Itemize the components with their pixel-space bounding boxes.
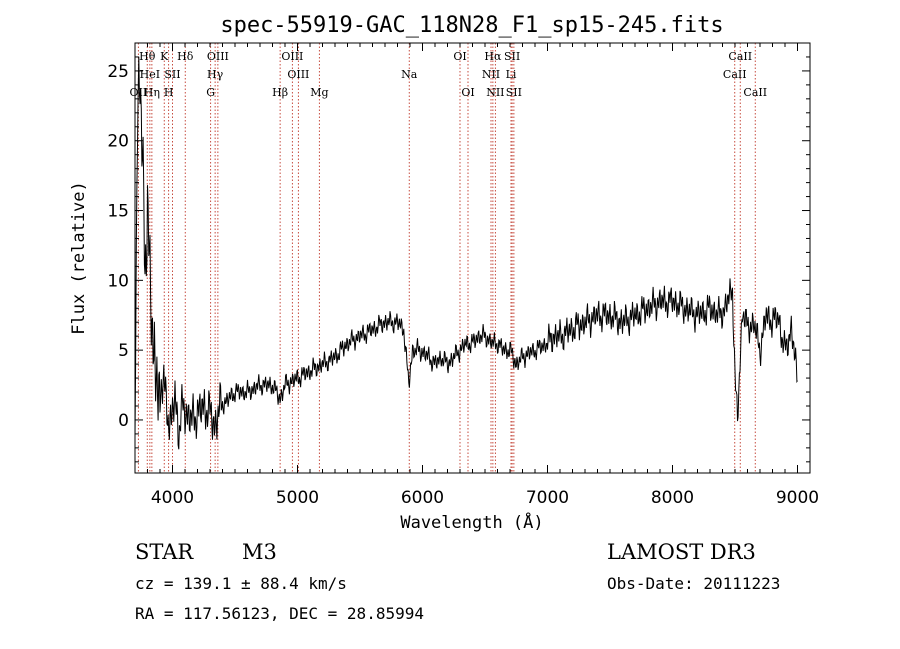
- line-label: Mg: [310, 86, 328, 99]
- radec-label: RA = 117.56123, DEC = 28.85994: [135, 604, 424, 623]
- line-label: NII: [486, 86, 504, 99]
- y-tick-label: 10: [107, 271, 129, 291]
- line-label: Na: [401, 68, 418, 81]
- survey-label: LAMOST DR3: [607, 540, 756, 564]
- x-tick-label: 8000: [651, 488, 694, 508]
- line-label: Hβ: [272, 86, 288, 99]
- line-label: Li: [506, 68, 517, 81]
- x-tick-label: 9000: [776, 488, 819, 508]
- line-label: H: [164, 86, 174, 99]
- y-tick-label: 5: [118, 341, 129, 361]
- line-label: G: [206, 86, 215, 99]
- y-tick-label: 20: [107, 132, 129, 152]
- class-label: STAR: [135, 540, 194, 564]
- plot-frame: [134, 42, 811, 474]
- y-tick-label: 0: [118, 411, 129, 431]
- line-label: OI: [453, 50, 466, 63]
- subclass-label: M3: [242, 540, 277, 564]
- x-tick-label: 5000: [276, 488, 319, 508]
- spectrum-line: [134, 56, 798, 450]
- line-label: Hα: [484, 50, 502, 63]
- line-label: NII: [482, 68, 500, 81]
- y-axis-label: Flux (relative): [69, 181, 89, 335]
- x-tick-label: 7000: [526, 488, 569, 508]
- cz-label: cz = 139.1 ± 88.4 km/s: [135, 574, 347, 593]
- line-label: CaII: [743, 86, 767, 99]
- line-label: SII: [504, 50, 520, 63]
- line-label: Hη: [144, 86, 160, 99]
- x-axis-label: Wavelength (Å): [400, 511, 543, 533]
- y-tick-label: 25: [107, 62, 129, 82]
- line-label: CaII: [728, 50, 752, 63]
- line-label: OIII: [281, 50, 303, 63]
- y-tick-label: 15: [107, 202, 129, 222]
- line-label: OIII: [207, 50, 229, 63]
- line-label: SII: [506, 86, 522, 99]
- line-markers: [137, 43, 756, 473]
- line-label: K: [160, 50, 169, 63]
- line-label: OI: [461, 86, 474, 99]
- line-label: HeI: [140, 68, 160, 81]
- obs-date-label: Obs-Date: 20111223: [607, 574, 781, 593]
- x-tick-label: 6000: [401, 488, 444, 508]
- chart-title: spec-55919-GAC_118N28_F1_sp15-245.fits: [220, 13, 723, 38]
- line-label: Hγ: [207, 68, 224, 81]
- spectrum-series: [134, 56, 798, 450]
- line-label: Hδ: [177, 50, 194, 63]
- line-label: CaII: [723, 68, 747, 81]
- line-label: SII: [164, 68, 180, 81]
- axis-ticks: 4000 5000 6000 7000 8000 9000 0 5 10 15 20 25: [107, 43, 819, 508]
- line-label: Hθ: [139, 50, 156, 63]
- x-tick-label: 4000: [151, 488, 194, 508]
- line-label: OIII: [287, 68, 309, 81]
